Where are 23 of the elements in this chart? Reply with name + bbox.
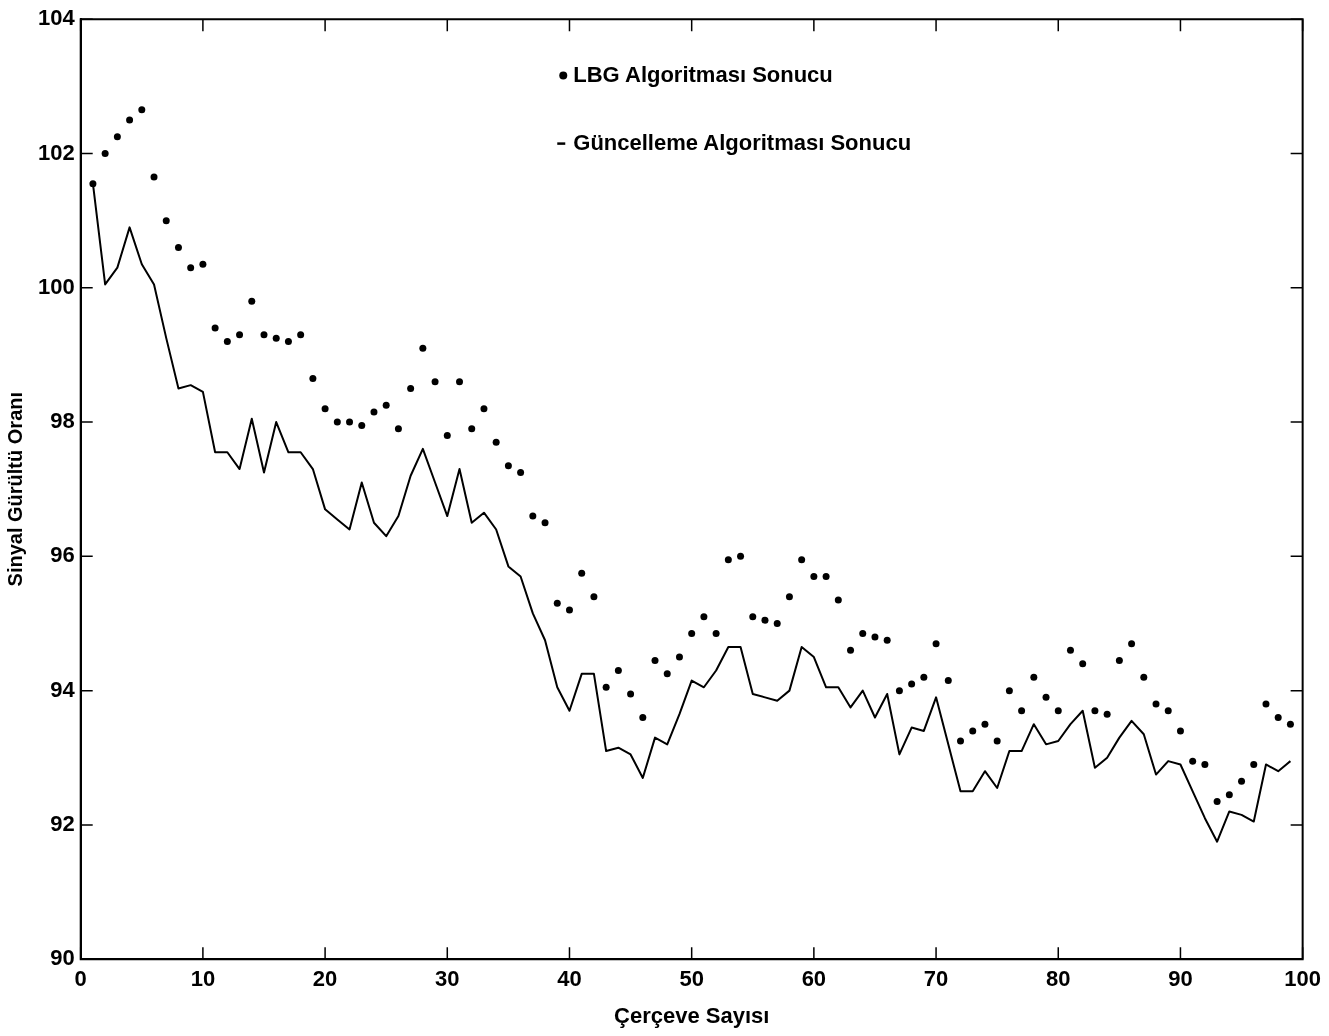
x-tick-label: 30 [435, 966, 460, 992]
x-tick-label: 80 [1046, 966, 1071, 992]
x-tick-label: 60 [801, 966, 827, 992]
x-tick-label: 20 [312, 966, 338, 992]
y-tick-label: 102 [37, 139, 75, 165]
x-tick-label: 90 [1168, 966, 1193, 992]
y-tick-label: 94 [50, 676, 76, 702]
y-tick-label: 90 [50, 945, 75, 971]
y-axis-title: Sinyal Gürültü Oranı [3, 391, 26, 587]
legend-label: Güncelleme Algoritması Sonucu [573, 129, 912, 155]
x-tick-label: 0 [74, 966, 87, 992]
y-tick-label: 98 [50, 408, 75, 434]
legend-label: LBG Algoritması Sonucu [573, 61, 833, 87]
x-axis-title: Çerçeve Sayısı [614, 1002, 770, 1028]
y-tick-label: 96 [50, 542, 75, 568]
x-tick-label: 10 [190, 966, 216, 992]
x-tick-label: 40 [557, 966, 582, 992]
x-tick-label: 70 [923, 966, 949, 992]
x-tick-label: 100 [1284, 966, 1322, 992]
y-tick-label: 104 [37, 5, 76, 31]
y-tick-label: 100 [37, 273, 75, 299]
x-tick-label: 50 [679, 966, 704, 992]
y-tick-label: 92 [50, 810, 75, 836]
